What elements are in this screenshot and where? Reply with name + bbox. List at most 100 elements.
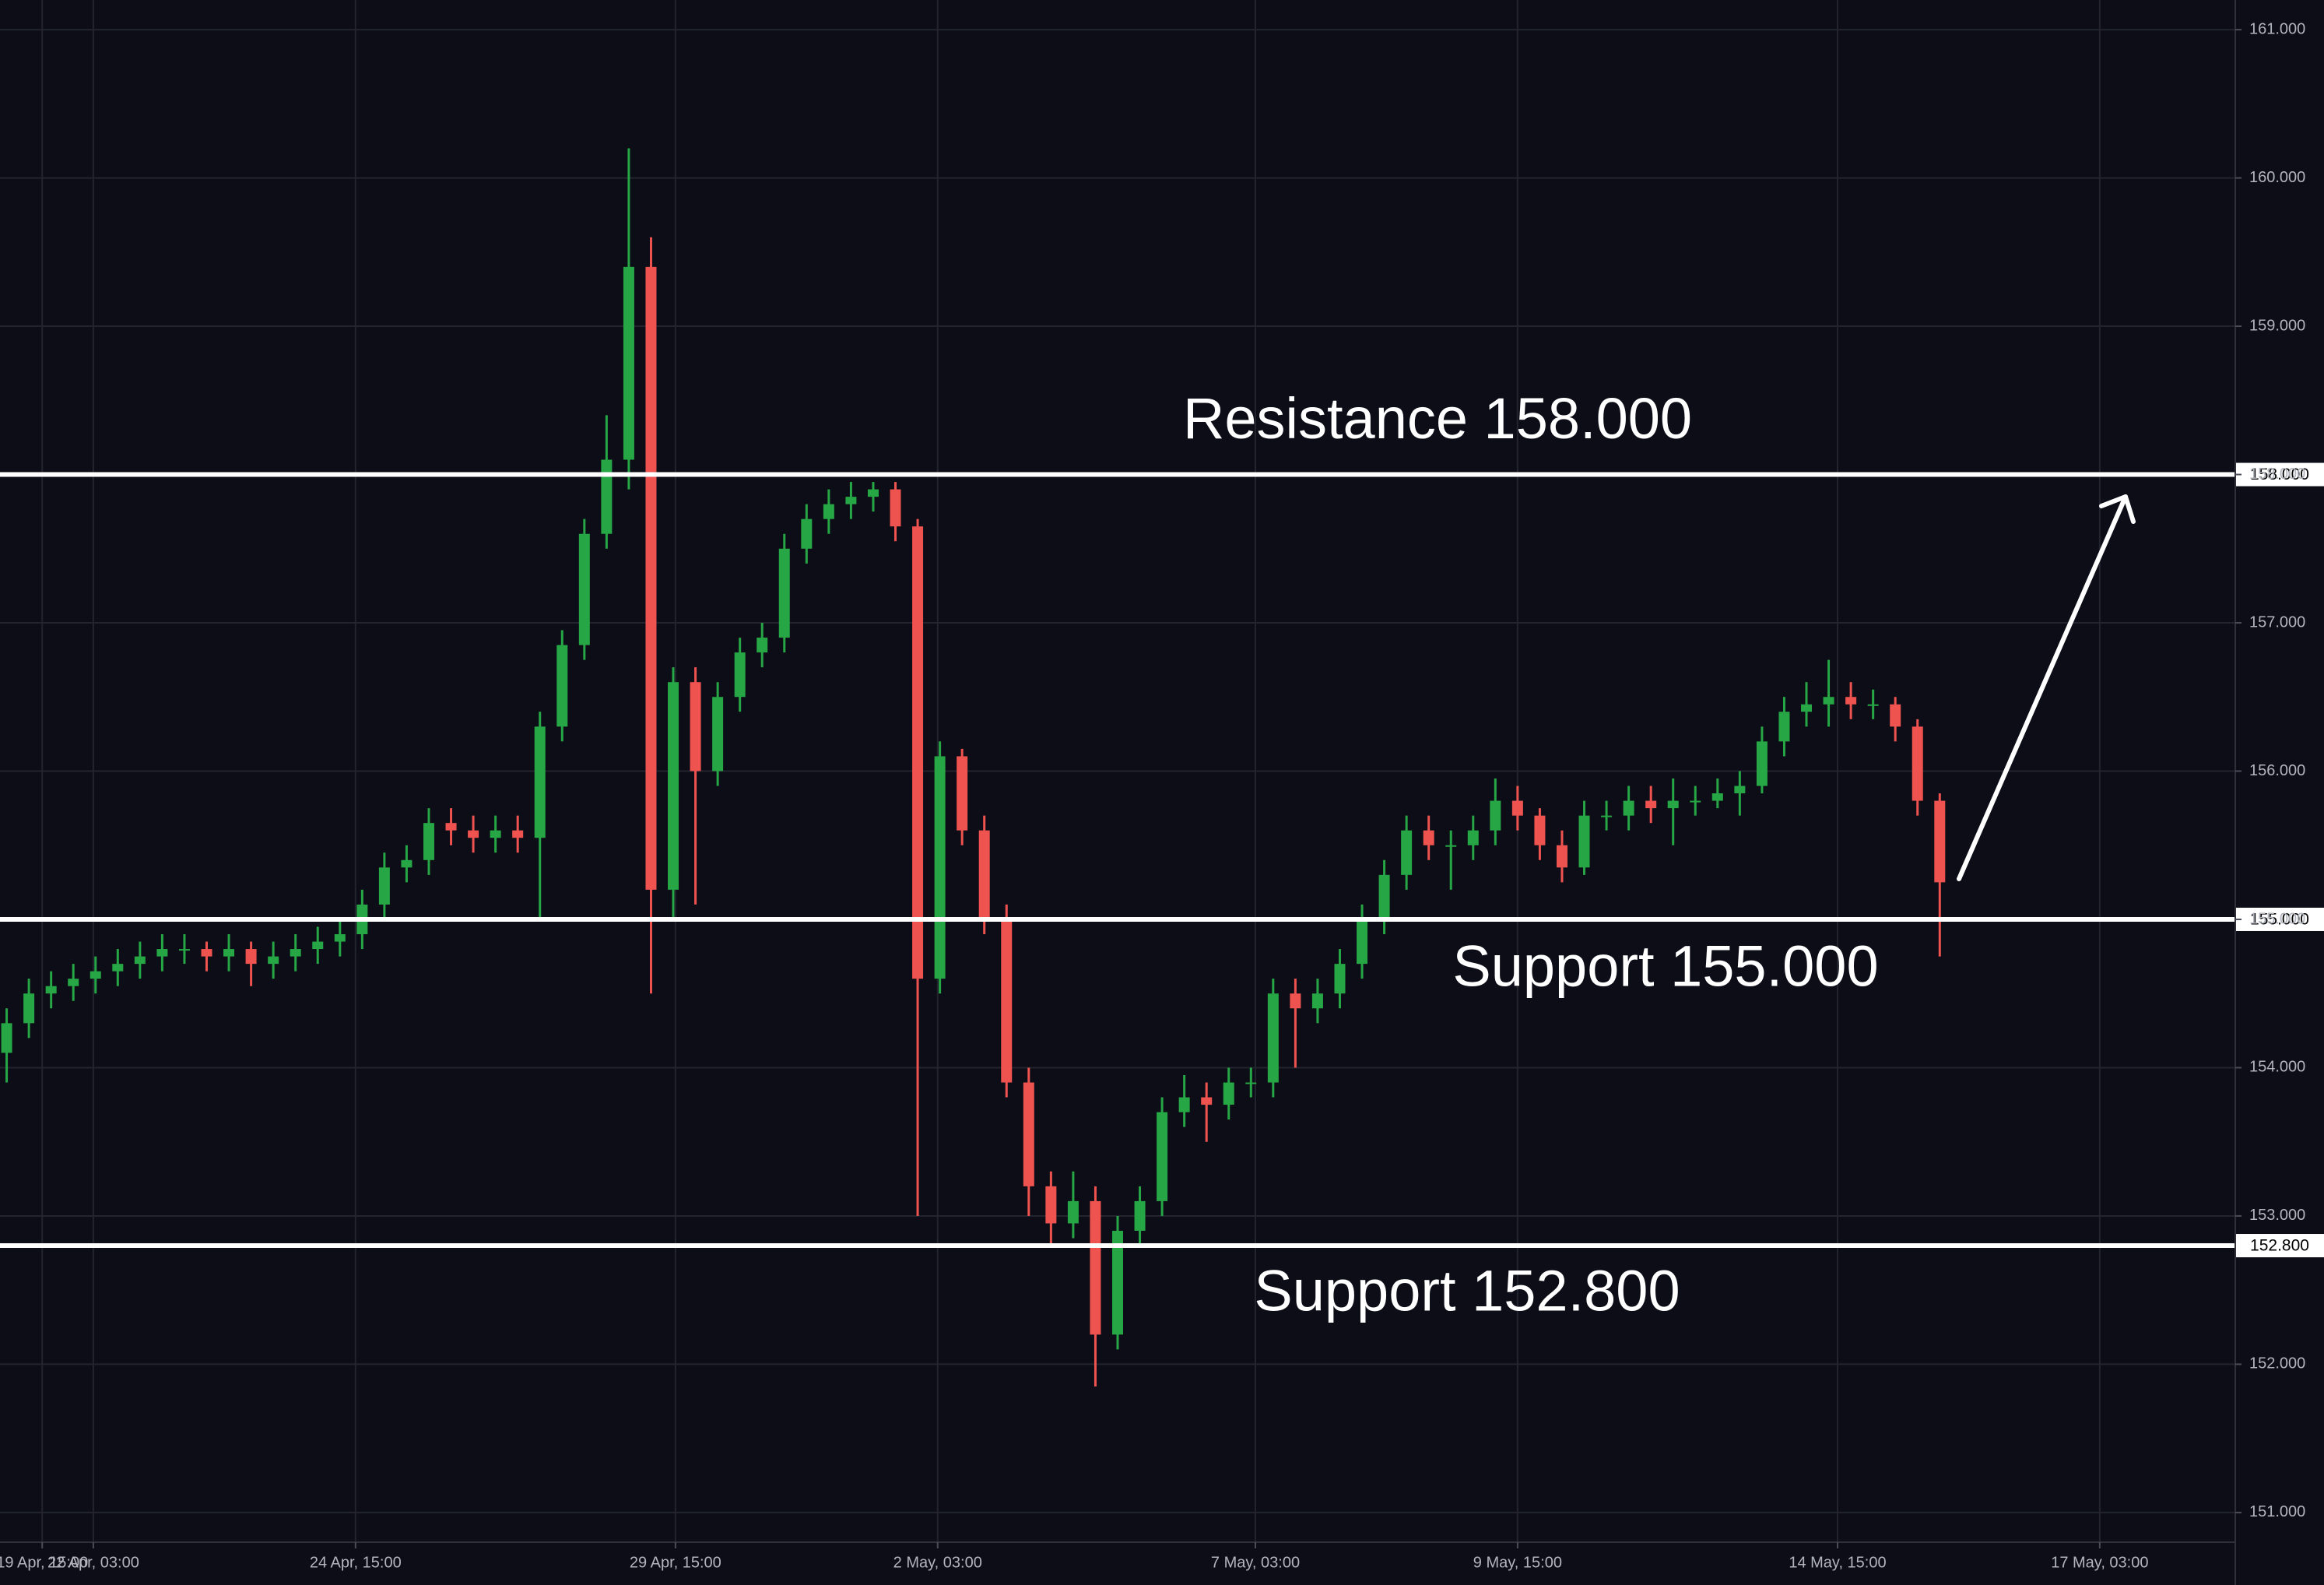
candle-body [1823,697,1834,705]
candle-body [823,504,834,519]
candle-body [45,986,57,994]
candle-body [1445,845,1457,847]
candle-body [1178,1097,1190,1112]
y-tick-label: 157.000 [2249,613,2305,631]
x-tick-label: 24 Apr, 15:00 [310,1554,402,1571]
y-tick-label: 161.000 [2249,20,2305,37]
arrow [1957,494,2136,881]
candle-body [178,949,190,951]
level-text: Resistance 158.000 [1183,386,1692,451]
candle-body [645,266,657,890]
y-tick-label: 153.000 [2249,1207,2305,1224]
level-price-label: 158.000 [2250,466,2309,483]
candle-body [68,979,79,986]
candle-body [201,949,212,957]
candle-body [1801,704,1813,712]
y-tick-label: 158.000 [2249,466,2305,483]
x-tick-label: 9 May, 15:00 [1473,1554,1562,1571]
level-price-box [2235,907,2324,931]
candle-body [1556,845,1567,868]
candle-body [1623,800,1634,816]
candle-body [845,497,857,504]
candle-body [1267,993,1279,1083]
candle-body [401,859,412,868]
x-tick-label: 2 May, 03:00 [893,1554,982,1571]
candle-body [378,867,390,905]
candle-body [1223,1082,1234,1105]
candle-body [934,756,946,979]
candle-body [245,949,257,965]
x-tick-label: 7 May, 03:00 [1211,1554,1300,1571]
candle-body [1534,815,1546,845]
candle-body [1201,1097,1213,1105]
candle-body [1112,1230,1123,1335]
candle-body [623,266,634,460]
candle-body [134,956,146,965]
candle-body [1778,712,1790,742]
level-text: Support 152.800 [1254,1259,1680,1323]
candle-body [1667,800,1679,809]
candle-body [890,489,901,527]
level-price-label: 152.800 [2250,1237,2309,1255]
candle-body [978,830,990,919]
candle-body [1090,1200,1101,1335]
x-tick-label: 17 May, 03:00 [2051,1554,2148,1571]
candle-body [1,1023,12,1053]
candle-body [1001,919,1013,1083]
candle-body [1045,1186,1057,1224]
candle-body [268,956,279,965]
y-tick-label: 156.000 [2249,762,2305,779]
candle-body [1467,830,1479,845]
candle-body [578,533,590,645]
candle-body [90,971,101,979]
candle-body [1690,800,1701,803]
candle-body [1867,704,1879,706]
candle-body [957,756,968,831]
x-tick-label: 22 Apr, 03:00 [47,1554,139,1571]
candle-body [1734,785,1746,794]
levels: Resistance 158.000 158.000 Support 155.000… [0,386,2324,1323]
candle-body [112,964,124,972]
x-tick-label: 19 Apr, 15:00 [0,1554,88,1571]
candle-body [468,830,479,838]
candle-body [1311,993,1323,1009]
candle-body [1511,800,1523,816]
candle-body [690,682,701,771]
candle-body [1423,830,1434,845]
candle-body [1290,993,1301,1009]
candle-body [1645,800,1657,809]
candle-body [601,459,613,534]
candle-body [1912,726,1923,801]
candle-body [334,934,346,942]
candles [1,148,1946,1386]
arrow-shaft [1957,494,2128,881]
candle-body [290,949,301,957]
candle-body [1934,800,1946,883]
candle-body [534,726,546,838]
candle-body [912,526,924,979]
candle-body [23,993,35,1024]
candle-body [423,823,434,860]
arrow-head [2099,494,2136,524]
candle-body [1890,704,1901,727]
candle-body [1245,1082,1257,1084]
candle-body [1023,1082,1034,1186]
candle-body [312,941,324,950]
level-price-box [2235,1234,2324,1258]
candle-body [1401,830,1413,875]
candle-body [1334,964,1346,994]
y-tick-label: 151.000 [2249,1503,2305,1520]
y-tick-label: 152.000 [2249,1355,2305,1372]
candle-body [512,830,524,838]
y-tick-label: 159.000 [2249,317,2305,334]
candle-body [1067,1200,1079,1224]
candle-body [1357,919,1368,965]
candle-body [712,697,724,771]
candle-body [1578,815,1590,868]
y-tick-label: 154.000 [2249,1059,2305,1076]
candle-body [156,949,168,957]
